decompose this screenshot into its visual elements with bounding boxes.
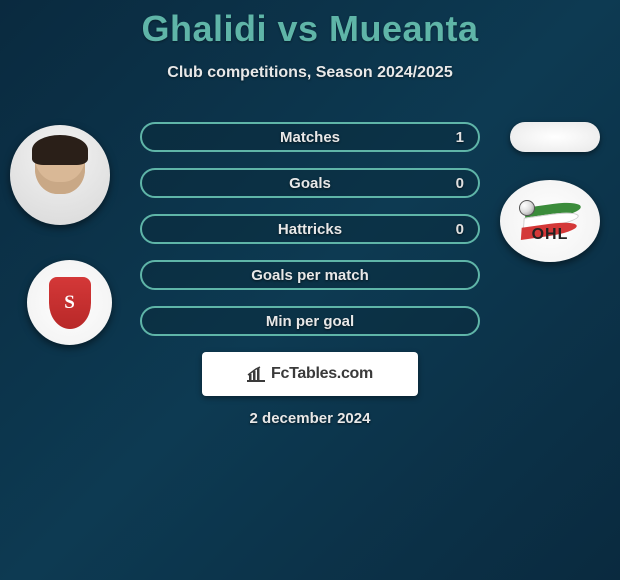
stat-bar-min-per-goal: Min per goal — [140, 306, 480, 336]
stat-bar-hattricks: Hattricks 0 — [140, 214, 480, 244]
stat-right-value: 0 — [456, 175, 464, 192]
club-left-crest: S — [49, 277, 91, 329]
stat-label: Min per goal — [142, 313, 478, 330]
bar-chart-icon — [247, 366, 265, 382]
stat-label: Goals per match — [142, 267, 478, 284]
club-left-monogram: S — [64, 292, 75, 314]
stat-right-value: 0 — [456, 221, 464, 238]
stat-bar-matches: Matches 1 — [140, 122, 480, 152]
player-right-avatar-placeholder — [510, 122, 600, 152]
club-left-badge: S — [27, 260, 112, 345]
club-right-label: OHL — [515, 226, 585, 244]
page-title: Ghalidi vs Mueanta — [0, 0, 620, 50]
stat-bar-goals: Goals 0 — [140, 168, 480, 198]
club-right-badge: OHL — [500, 180, 600, 262]
stat-right-value: 1 — [456, 129, 464, 146]
stat-label: Matches — [142, 129, 478, 146]
player-left-avatar — [10, 125, 110, 225]
page-subtitle: Club competitions, Season 2024/2025 — [0, 64, 620, 82]
stats-bars: Matches 1 Goals 0 Hattricks 0 Goals per … — [140, 122, 480, 352]
watermark: FcTables.com — [202, 352, 418, 396]
watermark-text: FcTables.com — [271, 365, 373, 383]
stat-bar-goals-per-match: Goals per match — [140, 260, 480, 290]
date-label: 2 december 2024 — [0, 410, 620, 427]
club-right-swoosh-icon: OHL — [515, 196, 585, 246]
stat-label: Hattricks — [142, 221, 478, 238]
stat-label: Goals — [142, 175, 478, 192]
